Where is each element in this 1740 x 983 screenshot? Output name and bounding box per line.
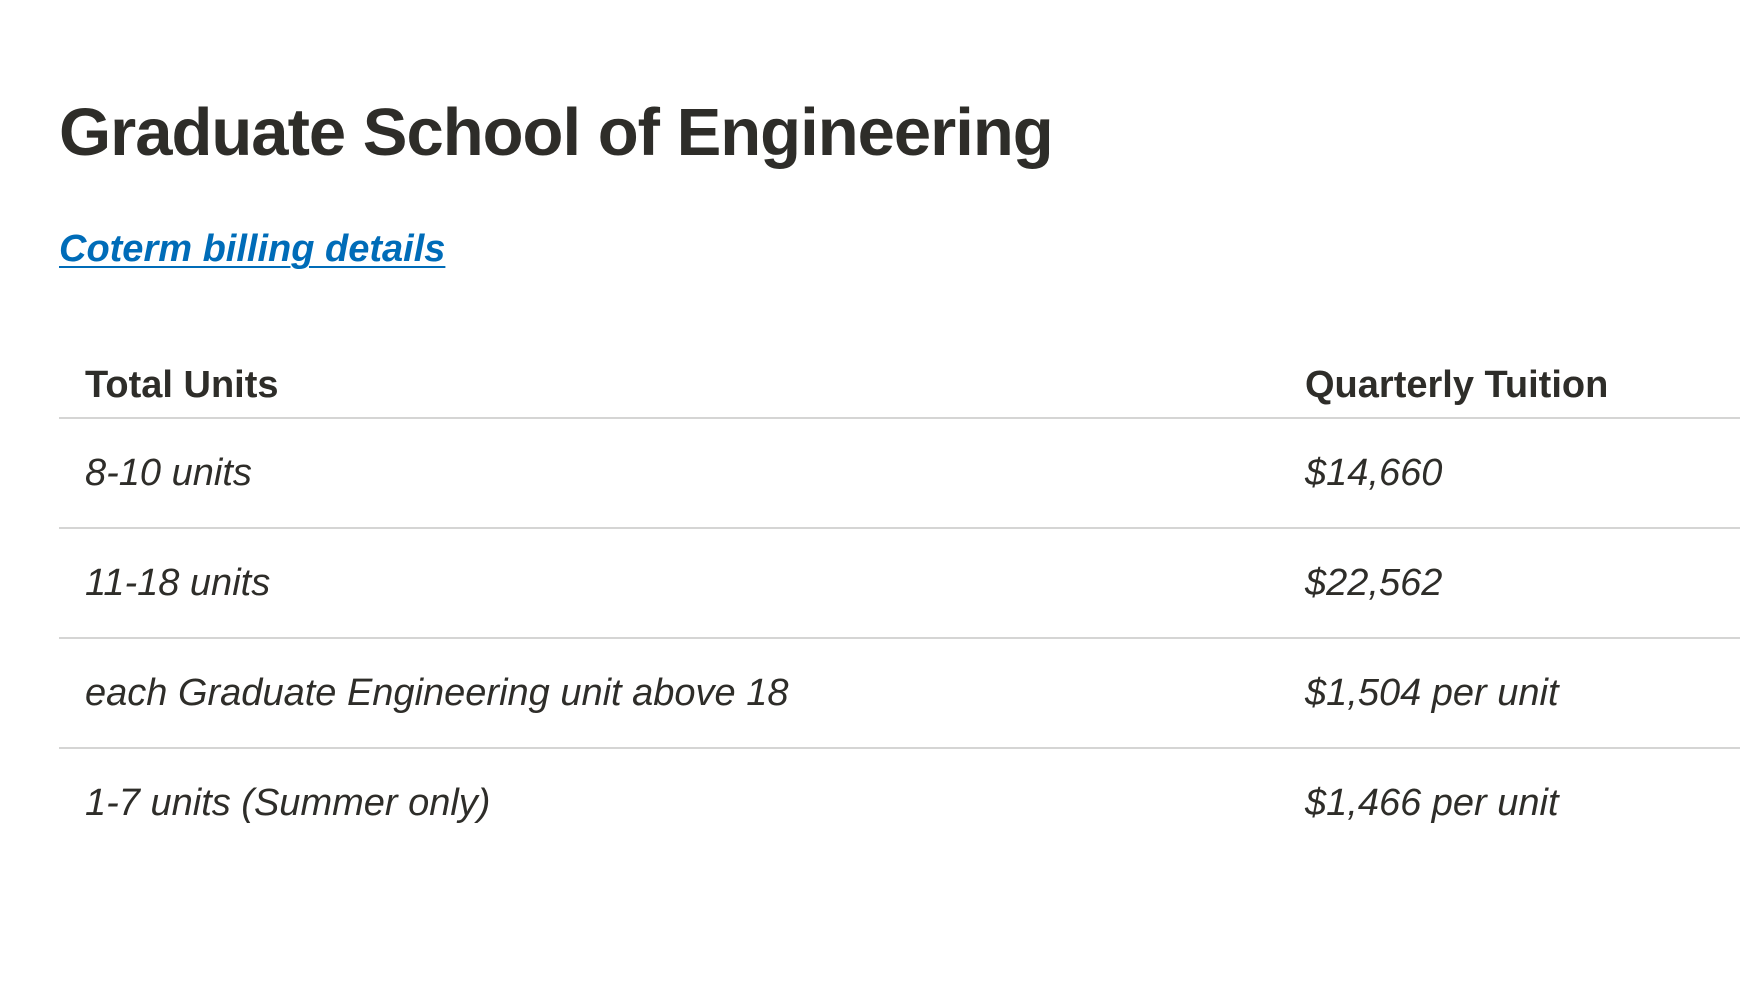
tuition-cell: $22,562 bbox=[1305, 528, 1740, 639]
units-cell: 11-18 units bbox=[59, 528, 1305, 639]
coterm-billing-link[interactable]: Coterm billing details bbox=[59, 228, 446, 270]
table-row: each Graduate Engineering unit above 18 … bbox=[59, 638, 1740, 749]
table-row: 1-7 units (Summer only) $1,466 per unit bbox=[59, 748, 1740, 858]
units-cell: 1-7 units (Summer only) bbox=[85, 782, 491, 824]
table-row: 11-18 units $22,562 bbox=[59, 528, 1740, 639]
tuition-table: Total Units Quarterly Tuition 8-10 units… bbox=[59, 360, 1740, 858]
header-total-units: Total Units bbox=[59, 360, 1305, 419]
page-content: Graduate School of Engineering Coterm bi… bbox=[59, 0, 1740, 983]
table-header-row: Total Units Quarterly Tuition bbox=[59, 360, 1740, 419]
units-cell: each Graduate Engineering unit above 18 bbox=[59, 638, 1305, 749]
units-cell: 8-10 units bbox=[59, 418, 1305, 529]
tuition-cell: $1,504 per unit bbox=[1305, 638, 1740, 749]
header-quarterly-tuition: Quarterly Tuition bbox=[1305, 360, 1740, 419]
page-title: Graduate School of Engineering bbox=[59, 95, 1054, 170]
table-row: 8-10 units $14,660 bbox=[59, 418, 1740, 529]
tuition-cell: $1,466 per unit bbox=[1305, 782, 1559, 824]
tuition-cell: $14,660 bbox=[1305, 418, 1740, 529]
